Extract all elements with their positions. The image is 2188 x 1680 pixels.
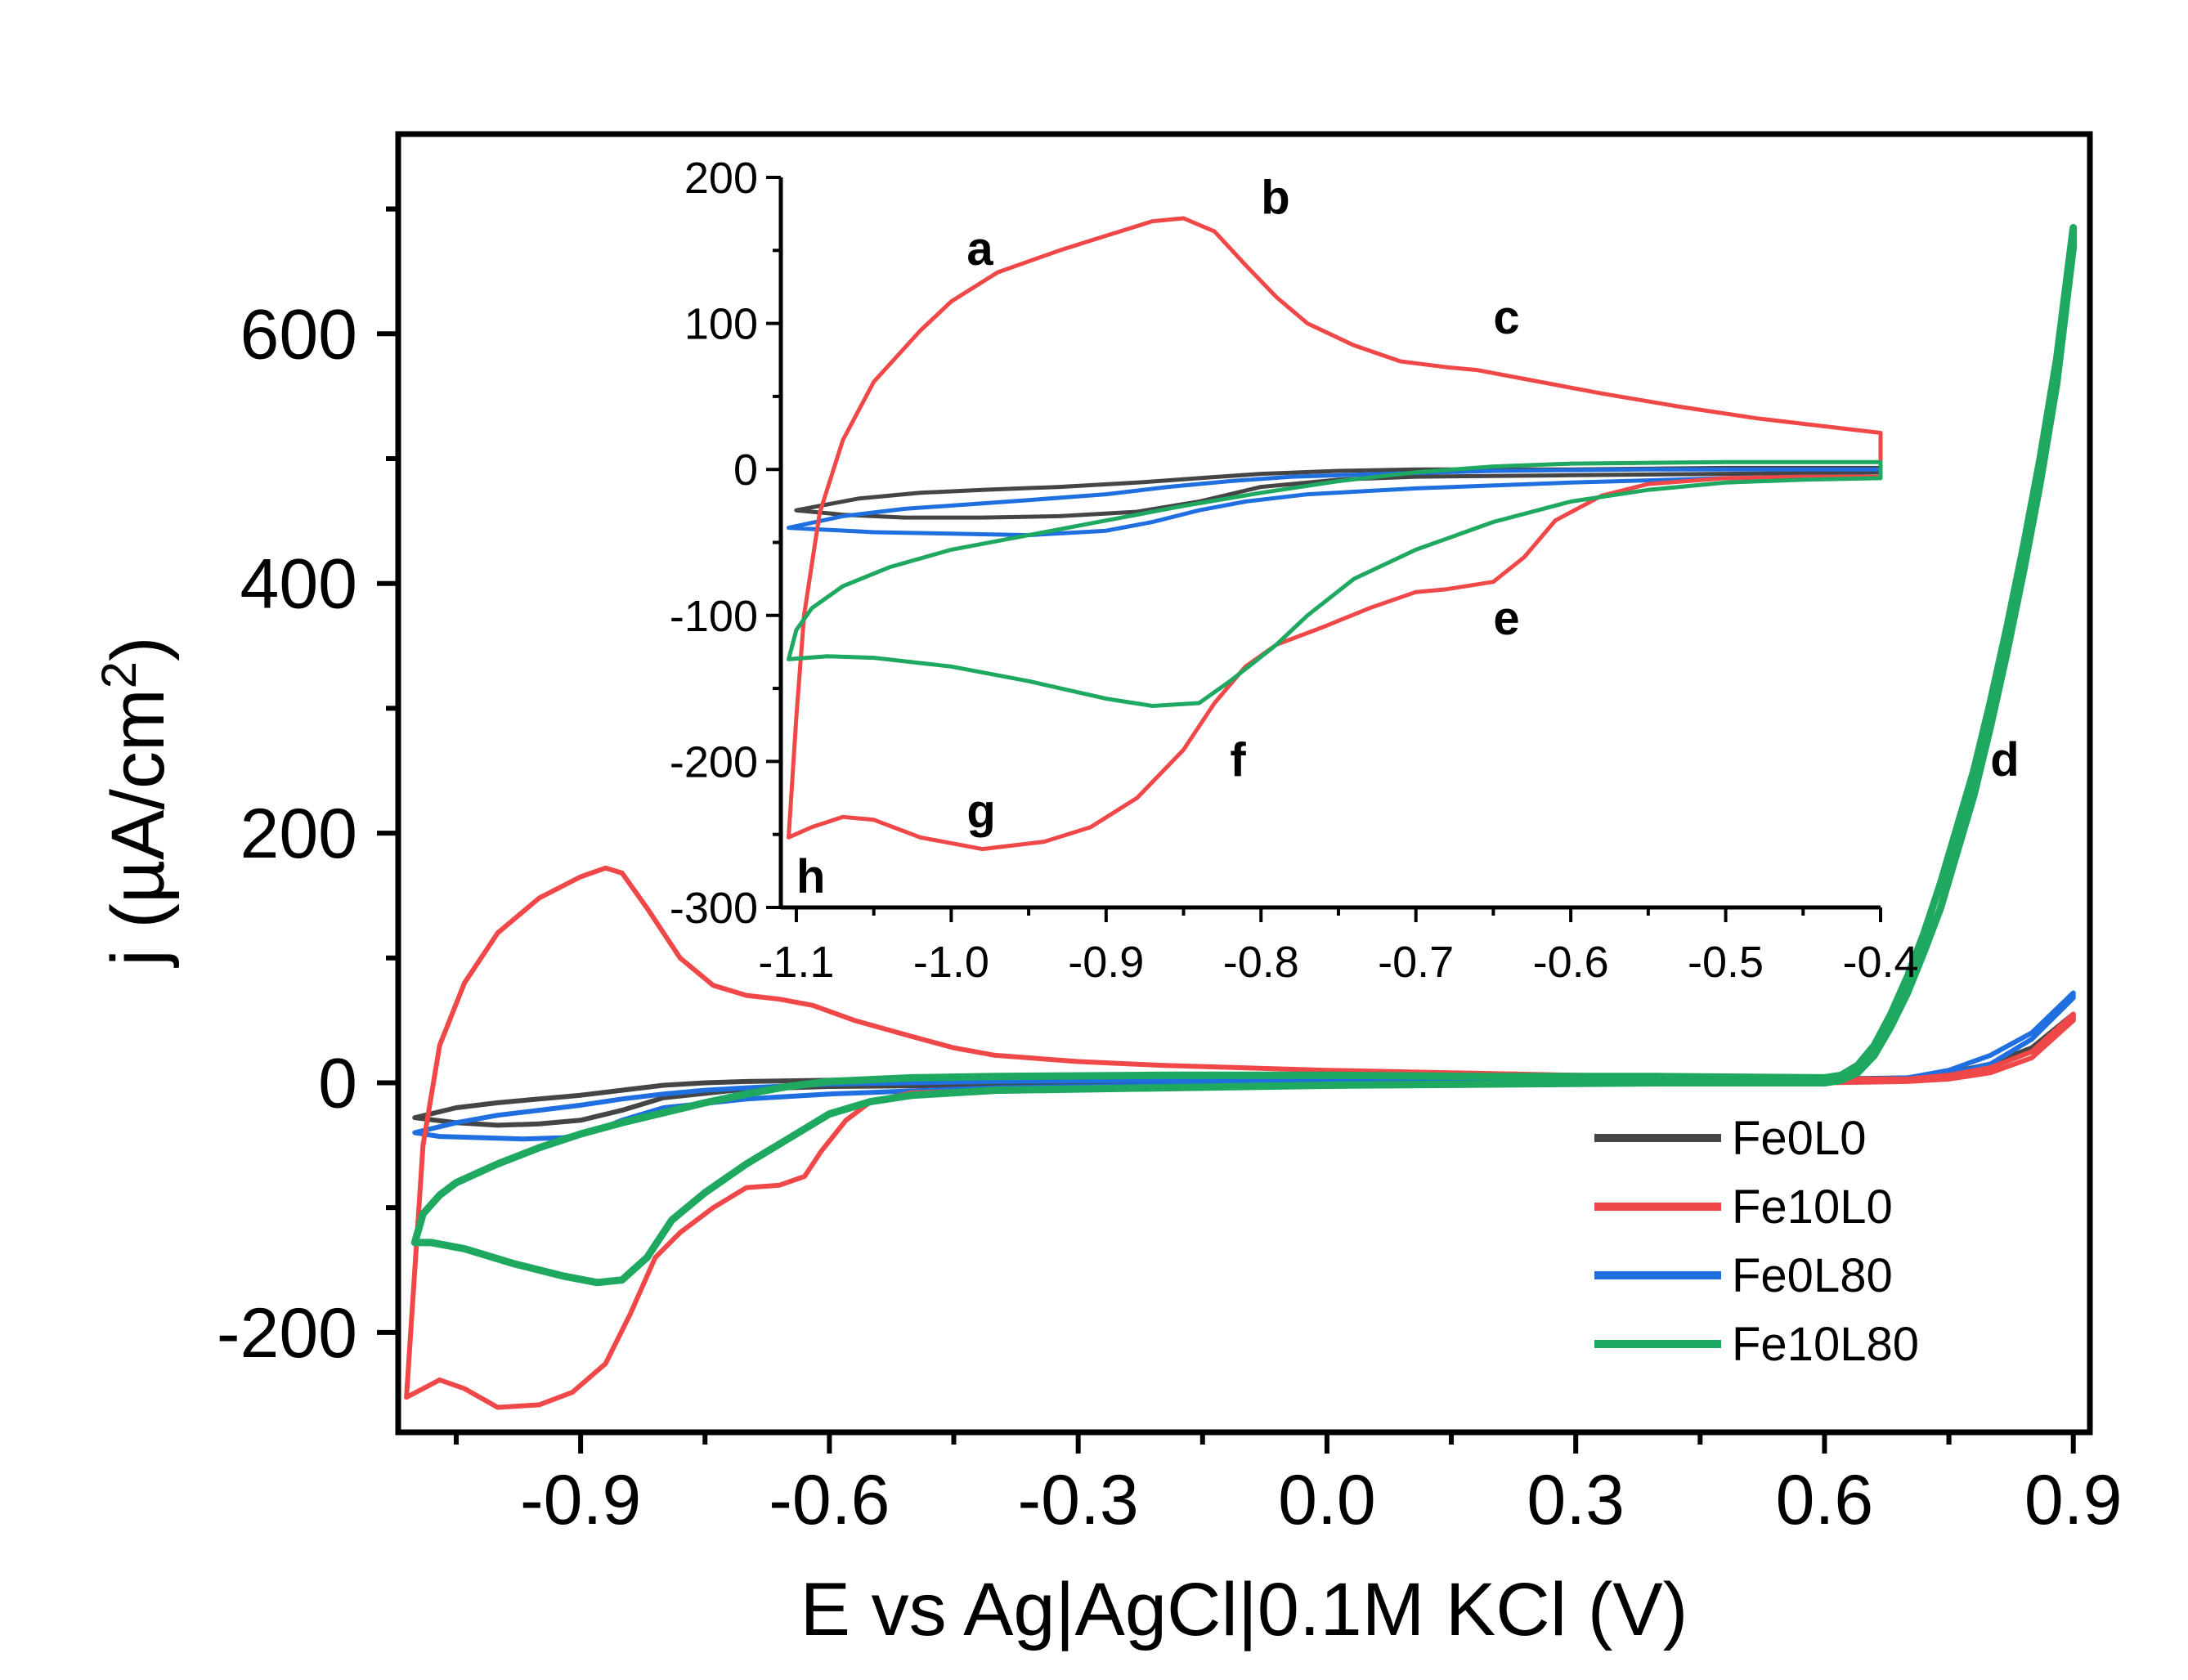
- legend-label-fe10l80: Fe10L80: [1732, 1318, 1919, 1371]
- peak-label-b: b: [1261, 172, 1289, 225]
- legend-entry-fe10l0: Fe10L0: [1594, 1180, 1893, 1234]
- x-tick-label-0-9: -0.9: [520, 1461, 641, 1539]
- legend-label-fe0l80: Fe0L80: [1732, 1249, 1893, 1302]
- inset-x-tick-label-1-1: -1.1: [758, 938, 834, 987]
- inset-y-tick-label-0: 0: [733, 446, 758, 495]
- y-axis-title-superscript: 2: [92, 661, 146, 688]
- inset-axis-ticks: [766, 176, 1882, 922]
- inset-plot: -1.1 -1.0 -0.9 -0.8 -0.7 -0.6 -0.5 -0.4 -300 -200…: [670, 154, 1919, 987]
- inset-curve-fe10l0: [787, 216, 1883, 852]
- inset-x-tick-label-0-5: -0.5: [1688, 938, 1764, 987]
- legend-label-fe0l0: Fe0L0: [1732, 1112, 1866, 1165]
- inset-x-tick-label-0-7: -0.7: [1378, 938, 1454, 987]
- y-axis-title-suffix: ): [96, 636, 180, 661]
- main-curve-fe10l0: [404, 865, 2076, 1410]
- legend-entry-fe0l0: Fe0L0: [1594, 1112, 1866, 1165]
- x-tick-label-0-0: 0.0: [1278, 1461, 1376, 1539]
- y-tick-label-200: 200: [240, 795, 358, 873]
- inset-x-tick-label-0-4: -0.4: [1842, 938, 1918, 987]
- main-axis-ticks: [377, 206, 2076, 1454]
- x-tick-label-0-6: -0.6: [769, 1461, 890, 1539]
- x-axis-title: E vs Ag|AgCl|0.1M KCl (V): [800, 1568, 1688, 1651]
- inset-curve-fe10l80: [787, 459, 1883, 708]
- inset-y-tick-label-100: -100: [670, 592, 758, 641]
- inset-axis-tick-labels: -1.1 -1.0 -0.9 -0.8 -0.7 -0.6 -0.5 -0.4 -300 -200…: [670, 154, 1919, 987]
- x-tick-label-0-3: 0.3: [1527, 1461, 1625, 1539]
- peak-label-e: e: [1493, 592, 1519, 645]
- inset-x-tick-label-0-6: -0.6: [1533, 938, 1609, 987]
- inset-curves: [787, 216, 1883, 852]
- inset-x-tick-label-1-0: -1.0: [913, 938, 989, 987]
- y-axis-title: j (µA/cm2): [92, 636, 180, 968]
- legend-label-fe10l0: Fe10L0: [1732, 1180, 1893, 1234]
- peak-label-d: d: [1990, 733, 2019, 786]
- main-plot: -0.9 -0.6 -0.3 0.0 0.3 0.6 0.9 -200 0 200 400 600 E…: [92, 131, 2123, 1651]
- inset-y-tick-label-200: -200: [670, 737, 758, 786]
- y-tick-label-600: 600: [240, 295, 358, 374]
- y-tick-label-200: -200: [217, 1294, 357, 1373]
- peak-label-g: g: [966, 785, 995, 838]
- y-axis-title-prefix: j (: [96, 903, 180, 969]
- inset-x-tick-label-0-8: -0.8: [1223, 938, 1299, 987]
- inset-peak-labels: a b c e f g h: [796, 172, 1520, 903]
- x-tick-label-0-9: 0.9: [2024, 1461, 2123, 1539]
- main-curve-fe10l80: [410, 224, 2078, 1287]
- peak-label-a: a: [966, 222, 993, 276]
- main-plot-frame: [395, 131, 2093, 1436]
- y-axis-title-micro: µ: [96, 860, 180, 903]
- x-tick-label-0-6: 0.6: [1776, 1461, 1874, 1539]
- legend-entry-fe0l80: Fe0L80: [1594, 1249, 1893, 1302]
- peak-label-f: f: [1230, 733, 1246, 786]
- inset-x-tick-label-0-9: -0.9: [1068, 938, 1144, 987]
- y-tick-label-0: 0: [318, 1044, 357, 1122]
- inset-y-tick-label-200: 200: [684, 154, 758, 203]
- y-axis-title-unit: A/cm: [96, 688, 180, 860]
- legend-entry-fe10l80: Fe10L80: [1594, 1318, 1919, 1371]
- main-curves: [404, 224, 2078, 1410]
- peak-label-c: c: [1493, 291, 1519, 344]
- legend: Fe0L0 Fe10L0 Fe0L80 Fe10L80: [1594, 1112, 1919, 1371]
- peak-label-h: h: [796, 850, 825, 903]
- inset-y-tick-label-100: 100: [684, 300, 758, 349]
- y-tick-label-400: 400: [240, 545, 358, 624]
- inset-y-tick-label-300: -300: [670, 884, 758, 933]
- main-axis-tick-labels: -0.9 -0.6 -0.3 0.0 0.3 0.6 0.9 -200 0 200 400 600: [217, 295, 2123, 1539]
- x-tick-label-0-3: -0.3: [1018, 1461, 1139, 1539]
